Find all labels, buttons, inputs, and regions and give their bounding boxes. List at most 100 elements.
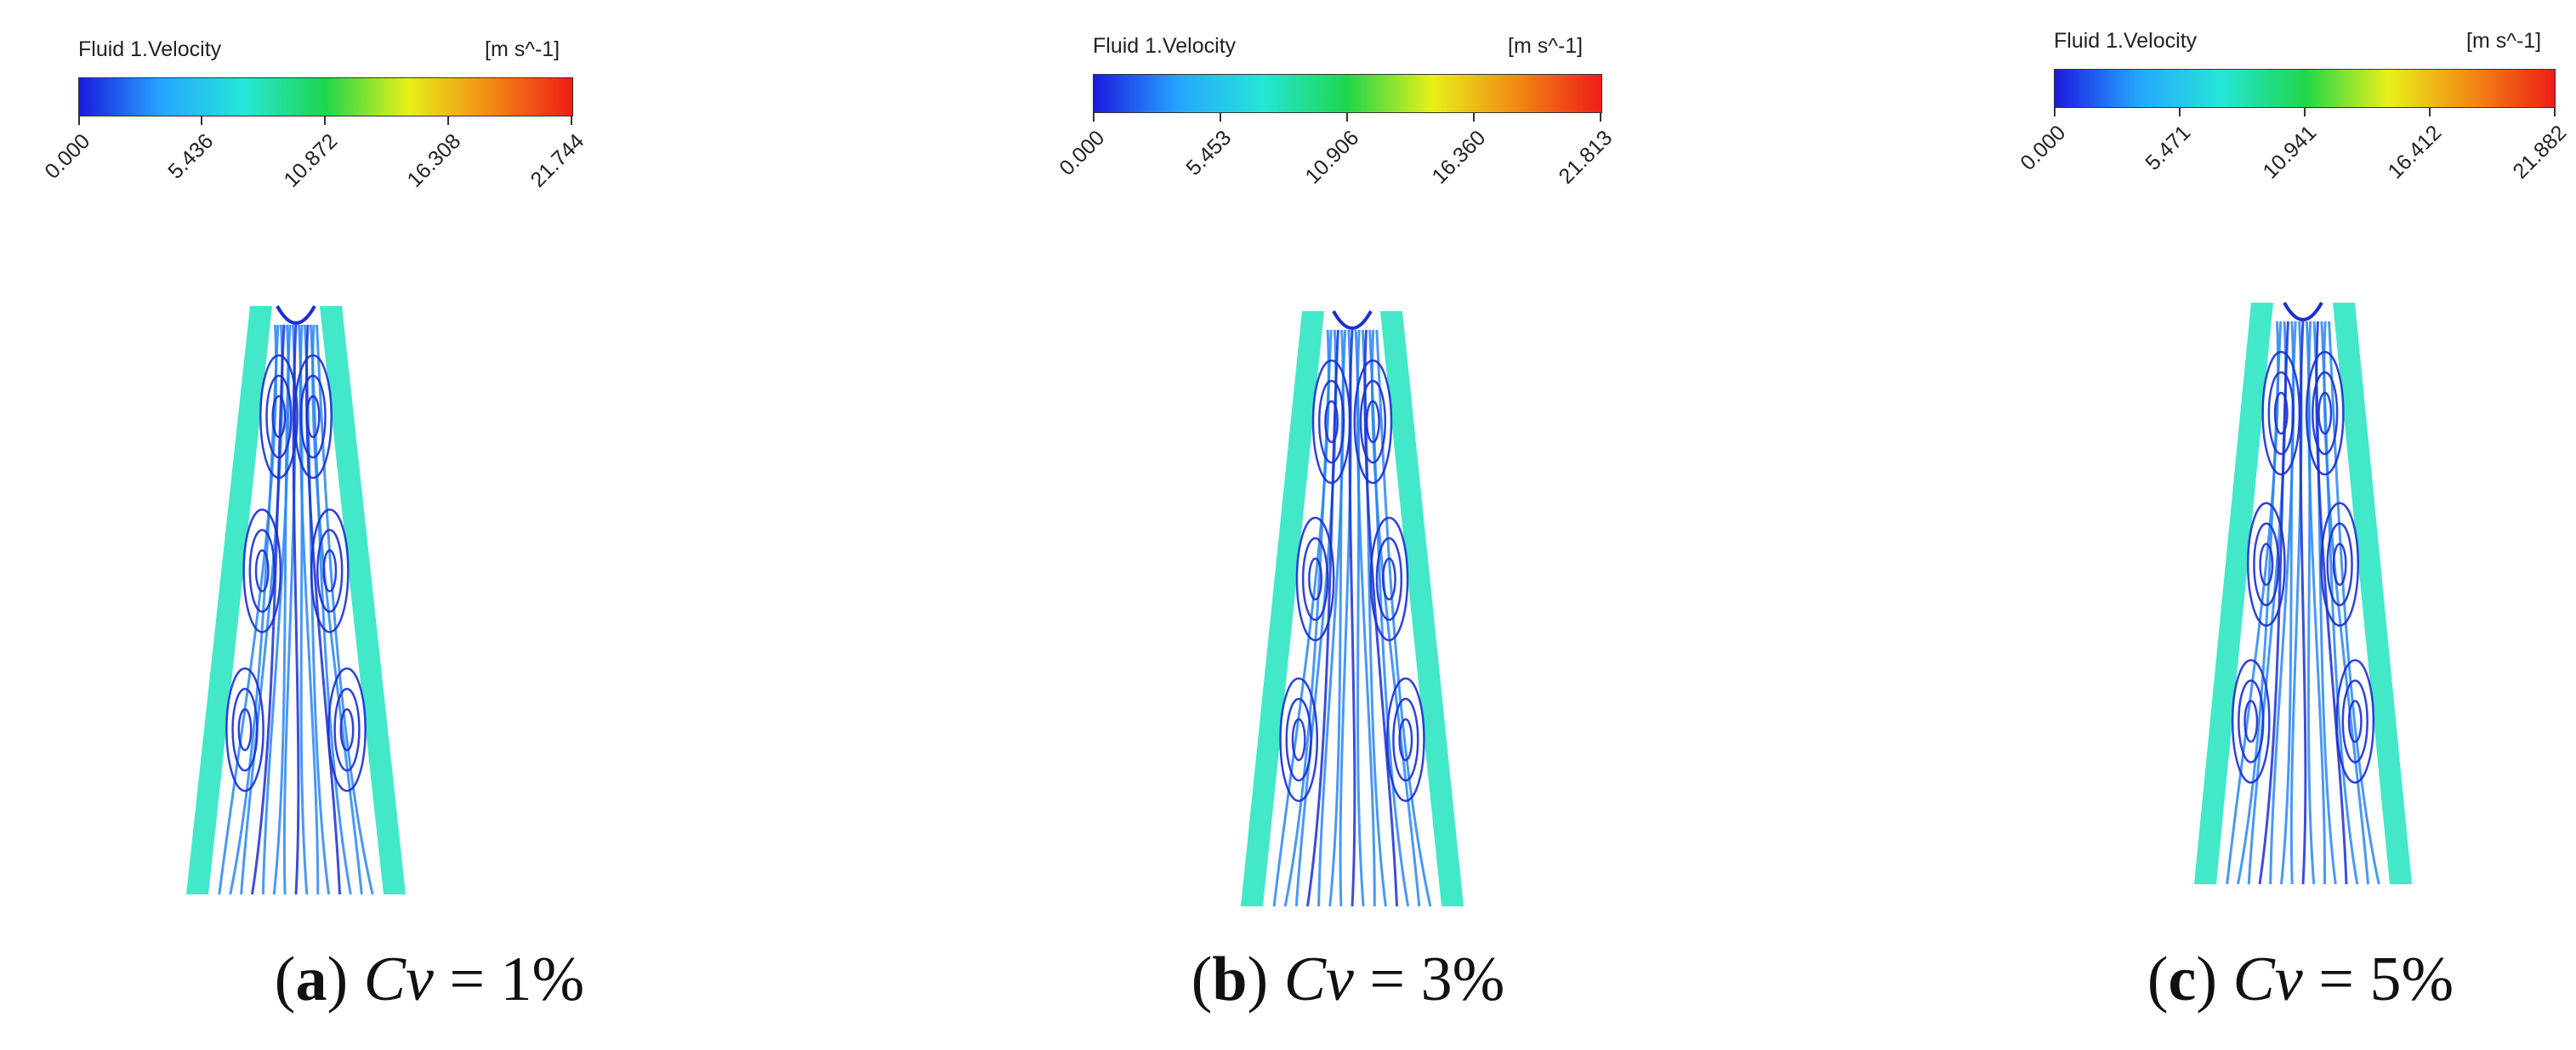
colorbar-tick [1473,113,1475,122]
vortex-right [1381,557,1396,601]
streamline [251,324,286,895]
streamline-plot [1241,310,1464,907]
vortex-right [299,374,327,459]
streamline [1370,329,1421,907]
wall-band-left [186,306,272,894]
vortex-left [1311,359,1351,485]
wall-band-right [1380,311,1464,906]
streamline [1356,329,1376,907]
streamline [1375,329,1432,907]
streamline [299,324,320,895]
colorbar-tick [2179,108,2181,116]
vortex-right [2305,350,2345,476]
caption-variable: Cv [2232,945,2303,1014]
vortex-right [1353,359,1393,485]
flow-domain [2194,302,2412,885]
vortex-left [1308,557,1323,601]
legend-title: Fluid 1.Velocity [2054,29,2198,53]
vortex-right [1359,379,1387,464]
caption-value: 5% [2369,945,2454,1014]
colorbar-tick [201,116,202,125]
streamline [2328,321,2380,885]
colorbar-tick [1346,113,1348,122]
vortex-left [265,374,293,459]
streamline [2323,321,2369,885]
vortex-left [2267,371,2295,456]
streamline [311,324,363,895]
vortex-left [1291,718,1306,762]
flow-domain [186,305,406,895]
streamline [2307,321,2327,885]
vortex-left [248,529,276,613]
vortex-left [2273,391,2289,435]
wall-band-left [2194,303,2273,884]
vortex-right [2312,371,2339,456]
vortex-left [1317,379,1345,464]
vortex-left [231,687,259,772]
vortex-left [1301,536,1329,621]
caption-letter: b [1212,945,1248,1014]
vortex-left [2259,542,2274,587]
vortex-right [339,707,355,752]
vortex-left [1324,400,1339,444]
colorbar [1093,74,1602,113]
colorbar-tick [571,116,572,125]
vortex-right [333,687,361,772]
streamline-plot [186,305,406,895]
vortex-right [2341,679,2368,763]
vortex-right [1375,536,1403,621]
vortex-right [1398,718,1413,762]
vortex-right [2332,542,2347,587]
caption-variable: Cv [363,945,434,1014]
colorbar-tick [1600,113,1601,122]
streamline-plot [2194,302,2412,885]
vortex-left [225,667,264,792]
caption: (a) Cv = 1% [274,945,585,1014]
caption-letter: c [2168,945,2197,1014]
legend-units: [m s^-1] [1508,34,1584,58]
vortex-left [2261,350,2301,476]
caption-equals: = [433,945,501,1014]
colorbar-tick [2054,108,2056,116]
vortex-right [1369,516,1409,642]
colorbar-tick [1220,113,1221,122]
vortex-right [293,354,333,480]
vortex-left [2253,522,2280,607]
vortex-left [1285,697,1312,782]
colorbar [2054,69,2556,108]
caption-variable: Cv [1283,945,1354,1014]
panel-b: Fluid 1.Velocity [m s^-1] 0.000 5.453 10… [859,0,1718,1050]
caption-equals: = [1353,945,1421,1014]
colorbar-tick [78,116,80,125]
panel-a: Fluid 1.Velocity [m s^-1] 0.000 5.436 10… [0,0,859,1050]
vortex-right [316,529,344,613]
inlet-notch [1332,310,1373,330]
streamline [304,324,341,895]
vortex-left [271,394,287,439]
vortex-right [2317,391,2333,435]
vortex-left [2243,700,2259,743]
caption-equals: = [2302,945,2370,1014]
vortex-right [310,508,350,633]
vortex-left [1295,516,1335,642]
legend-units: [m s^-1] [485,37,560,61]
wall-band-right [2333,303,2412,884]
vortex-right [327,667,367,792]
vortex-right [1385,677,1425,803]
caption-letter: a [295,945,327,1014]
caption: (b) Cv = 3% [1191,945,1505,1014]
colorbar-tick [447,116,449,125]
colorbar-tick [324,116,326,125]
colorbar [78,77,573,116]
vortex-right [2335,659,2375,784]
vortex-right [1365,400,1380,444]
caption: (c) Cv = 5% [2147,945,2454,1014]
colorbar-tick [1093,113,1095,122]
caption-value: 1% [500,945,585,1014]
vortex-left [2238,679,2265,763]
streamline [316,324,374,895]
streamline [2299,321,2307,885]
vortex-right [2320,502,2360,627]
colorbar-tick [2429,108,2431,116]
vortex-right [305,394,321,439]
